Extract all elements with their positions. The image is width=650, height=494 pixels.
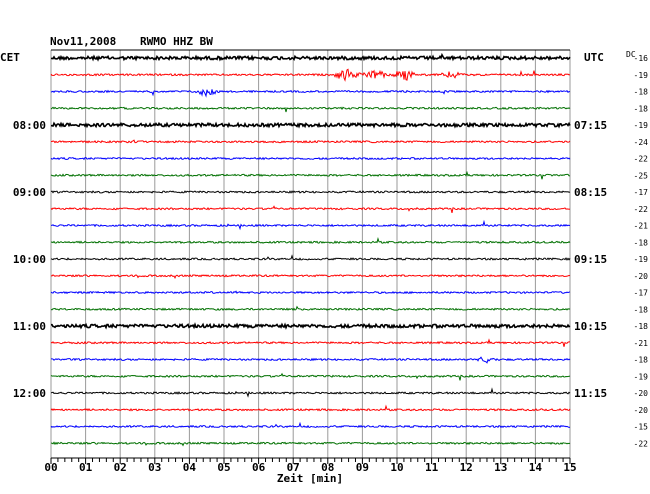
dc-offset-label: -20 [634,272,649,281]
date-label: Nov11,2008 [50,35,116,48]
dc-offset-label: -16 [634,54,649,63]
trace-10 [50,205,571,214]
trace-3 [50,88,571,98]
x-tick-label: 15 [563,461,576,474]
trace-labels: 08:00 09:00 10:00 11:00 12:00 07:15 08:15 09:15… [13,54,648,448]
left-hour-label: 10:00 [13,253,46,266]
dc-offset-label: -15 [634,423,649,432]
right-timezone-label: UTC [584,51,604,64]
station-label: RWMO HHZ BW [140,35,213,48]
dc-offset-label: -22 [634,205,649,214]
trace-18 [50,338,570,347]
trace-20 [50,372,571,381]
dc-offset-label: -19 [634,255,649,264]
right-hour-label: 07:15 [574,119,607,132]
trace-14 [50,274,571,280]
right-hour-label: 08:15 [574,186,607,199]
dc-offset-label: -17 [634,289,649,298]
trace-4 [50,106,571,113]
right-hour-label: 10:15 [574,320,607,333]
traces [50,52,571,447]
left-hour-label: 11:00 [13,320,46,333]
left-hour-label: 08:00 [13,119,46,132]
dc-offset-label: -19 [634,372,649,381]
dc-offset-label: -22 [634,155,649,164]
trace-17 [50,322,571,330]
trace-19 [50,356,571,364]
grid [50,49,571,458]
left-timezone-label: CET [0,51,20,64]
right-hour-label: 11:15 [574,387,607,400]
trace-21 [50,387,571,398]
x-tick-label: 14 [529,461,543,474]
x-tick-label: 09 [356,461,369,474]
dc-offset-label: -18 [634,356,649,365]
trace-15 [50,290,571,295]
trace-12 [50,236,571,244]
dc-offset-label: -17 [634,188,649,197]
x-tick-label: 04 [183,461,197,474]
trace-23 [50,421,571,429]
dc-offset-label: -25 [634,171,649,180]
x-tick-label: 06 [252,461,266,474]
x-tick-label: 02 [114,461,127,474]
dc-offset-label: -19 [634,71,649,80]
x-tick-label: 07 [287,461,300,474]
trace-2 [50,68,571,82]
dc-offset-label: -19 [634,121,649,130]
dc-offset-label: -18 [634,104,649,113]
x-tick-label: 05 [217,461,230,474]
dc-offset-label: -18 [634,305,649,314]
dc-offset-label: -18 [634,88,649,97]
dc-offset-label: -22 [634,439,649,448]
trace-1 [50,52,571,62]
trace-8 [50,170,571,180]
trace-9 [50,190,571,194]
right-hour-label: 09:15 [574,253,607,266]
dc-offset-label: -18 [634,238,649,247]
dc-offset-label: -24 [634,138,649,147]
dc-offset-label: -21 [634,222,649,231]
x-tick-label: 00 [44,461,57,474]
trace-6 [50,139,571,144]
trace-5 [50,121,571,129]
trace-13 [50,254,571,261]
x-tick-label: 13 [494,461,507,474]
dc-offset-label: -20 [634,389,649,398]
dc-offset-label: -18 [634,322,649,331]
x-tick-label: 08 [321,461,334,474]
dc-offset-label: -21 [634,339,649,348]
dc-offset-label: -20 [634,406,649,415]
x-tick-label: 10 [390,461,403,474]
dc-header-label: DC [626,50,636,59]
trace-22 [50,404,571,412]
trace-7 [50,156,571,161]
trace-24 [50,441,571,447]
x-tick-label: 12 [460,461,473,474]
left-hour-label: 09:00 [13,186,46,199]
x-tick-label: 11 [425,461,439,474]
x-axis: 00 01 02 03 04 05 06 07 08 09 10 11 12 13 14 15 [44,457,577,474]
x-tick-label: 01 [79,461,93,474]
x-tick-label: 03 [148,461,161,474]
trace-16 [50,305,571,312]
trace-11 [50,219,571,231]
left-hour-label: 12:00 [13,387,46,400]
x-axis-label: Zeit [min] [277,472,343,485]
